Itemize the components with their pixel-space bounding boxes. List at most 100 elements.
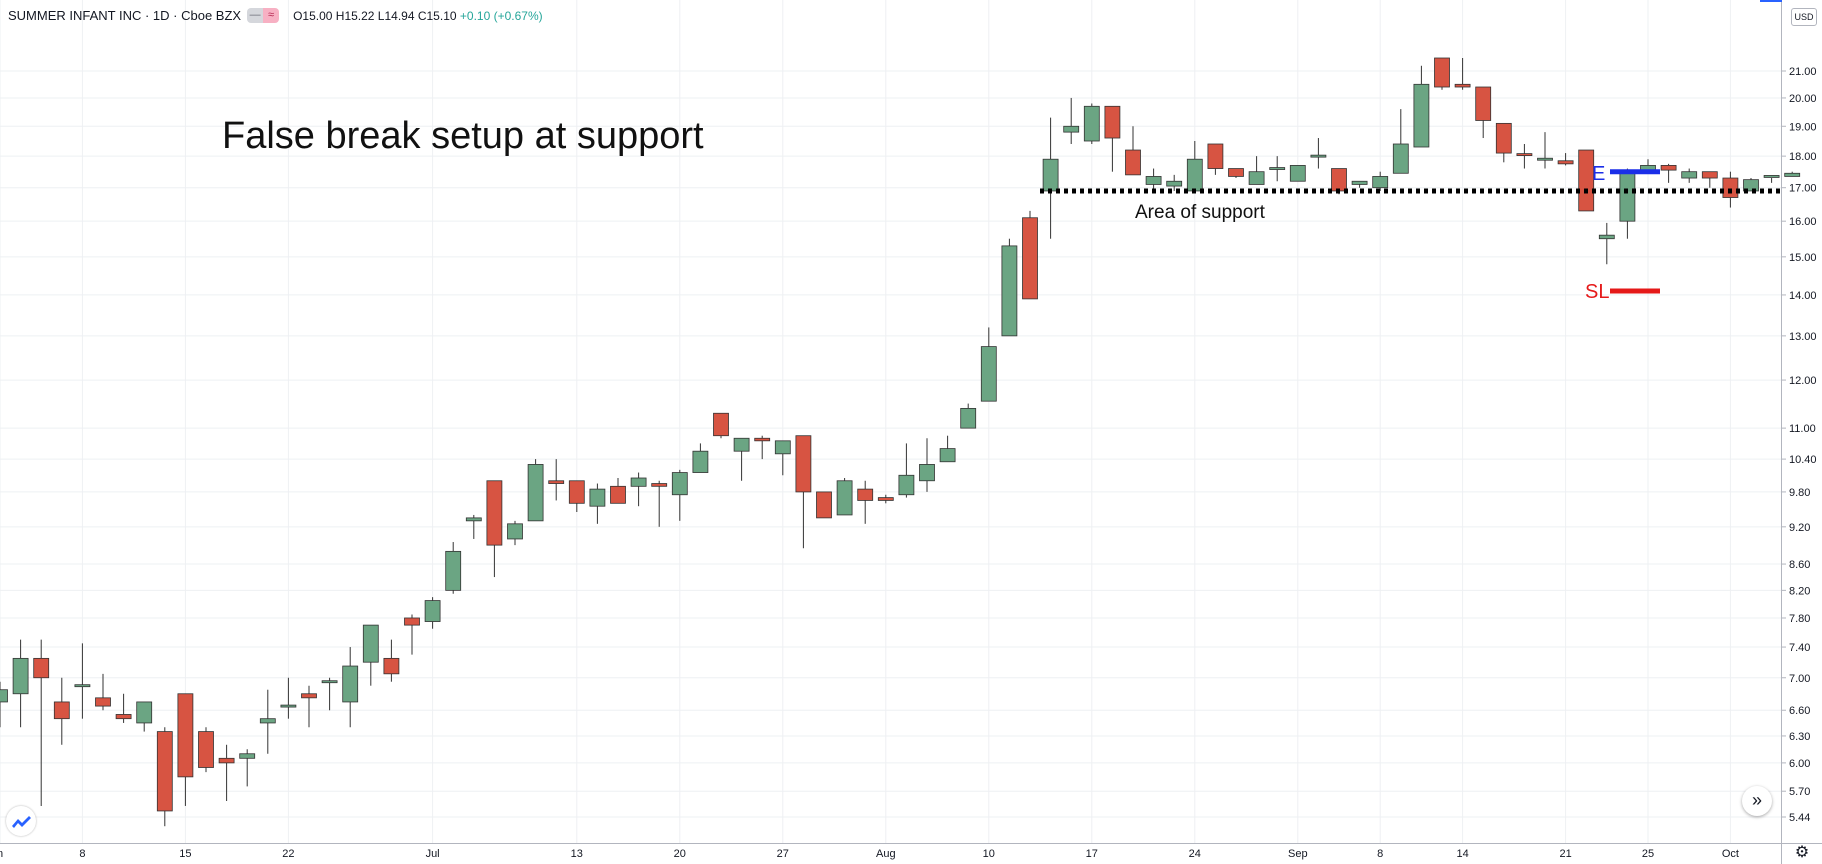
candle-body bbox=[877, 497, 894, 501]
candle-body bbox=[198, 731, 214, 768]
y-tick-label: 19.00 bbox=[1789, 121, 1817, 133]
candle-body bbox=[95, 697, 111, 707]
candle-body bbox=[1289, 165, 1306, 182]
candle-body bbox=[630, 477, 647, 487]
candle-body bbox=[754, 437, 771, 442]
candle bbox=[1166, 174, 1183, 191]
candle-body bbox=[816, 491, 832, 519]
x-tick-label: 8 bbox=[79, 848, 85, 860]
candle-body bbox=[651, 483, 668, 487]
wave-icon[interactable]: ≈ bbox=[263, 8, 280, 23]
candle bbox=[1598, 222, 1615, 265]
eye-icon[interactable]: — bbox=[247, 8, 264, 23]
x-tick-label: 17 bbox=[1086, 848, 1098, 860]
candle-body bbox=[671, 472, 688, 496]
candle-body bbox=[857, 488, 874, 501]
symbol-label[interactable]: SUMMER INFANT INC · 1D · Cboe BZX bbox=[8, 8, 242, 23]
x-tick-label: 10 bbox=[983, 848, 995, 860]
candle-body bbox=[939, 448, 956, 463]
candle bbox=[733, 437, 750, 481]
candle-body bbox=[589, 488, 606, 507]
candle bbox=[115, 693, 132, 723]
candle bbox=[1722, 171, 1739, 208]
candle-body bbox=[115, 714, 132, 720]
candle bbox=[301, 685, 317, 728]
candle-body bbox=[218, 757, 235, 764]
candle-body bbox=[1372, 176, 1389, 189]
change-text: +0.10 (+0.67%) bbox=[459, 8, 543, 23]
gear-icon[interactable]: ⚙ bbox=[1794, 844, 1810, 861]
candle bbox=[589, 483, 606, 524]
candle bbox=[280, 677, 297, 719]
candle-body bbox=[74, 684, 91, 688]
candle bbox=[1743, 178, 1759, 192]
candle-body bbox=[1145, 176, 1162, 185]
candle-body bbox=[507, 523, 523, 540]
x-tick-label: 24 bbox=[1189, 848, 1201, 860]
y-tick-label: 6.30 bbox=[1789, 731, 1810, 743]
x-tick-label: 27 bbox=[777, 848, 789, 860]
candle bbox=[1083, 103, 1100, 144]
candle bbox=[74, 643, 91, 719]
x-tick-label: 13 bbox=[571, 848, 583, 860]
y-tick-label: 15.00 bbox=[1789, 252, 1817, 264]
candle bbox=[1475, 86, 1492, 139]
candle-body bbox=[836, 480, 853, 516]
y-tick-label: 7.40 bbox=[1789, 642, 1810, 654]
candle-body bbox=[1516, 153, 1533, 157]
y-tick-label: 6.00 bbox=[1789, 758, 1810, 770]
candle-body bbox=[1228, 168, 1244, 177]
candle-body bbox=[1434, 57, 1450, 88]
candle-body bbox=[1248, 171, 1265, 185]
scroll-to-realtime-button[interactable]: » bbox=[1742, 786, 1772, 816]
candles bbox=[0, 57, 1801, 827]
candle-body bbox=[342, 665, 359, 703]
candle bbox=[239, 749, 256, 787]
candle bbox=[1392, 109, 1409, 174]
candle bbox=[1001, 238, 1018, 337]
candle-body bbox=[527, 464, 544, 522]
candle bbox=[713, 412, 729, 439]
candle-body bbox=[919, 464, 935, 482]
candle-body bbox=[280, 704, 297, 708]
candle-body bbox=[1125, 149, 1141, 176]
candle-body bbox=[1186, 158, 1203, 192]
candle-body bbox=[1331, 168, 1347, 192]
candle bbox=[136, 701, 153, 732]
candle bbox=[1269, 156, 1286, 182]
tradingview-logo[interactable] bbox=[6, 806, 36, 836]
candle bbox=[465, 514, 482, 539]
visibility-toggle[interactable]: — ≈ bbox=[247, 8, 280, 23]
candle-body bbox=[424, 600, 441, 622]
candle bbox=[53, 677, 70, 745]
ohlc-text: O15.00 H15.22 L14.94 C15.10 bbox=[293, 8, 457, 23]
candle bbox=[754, 435, 771, 460]
candle bbox=[198, 727, 214, 773]
candle-body bbox=[445, 550, 462, 591]
y-tick-label: 14.00 bbox=[1789, 290, 1817, 302]
candle bbox=[1434, 57, 1450, 90]
candle-body bbox=[1784, 172, 1801, 177]
candle bbox=[1063, 97, 1080, 144]
x-tick-label: 8 bbox=[1377, 848, 1383, 860]
candle-body bbox=[1557, 160, 1574, 165]
candle-body bbox=[465, 517, 482, 522]
y-tick-label: 10.40 bbox=[1789, 454, 1817, 466]
y-tick-label: 5.70 bbox=[1789, 786, 1810, 798]
candle bbox=[1372, 171, 1389, 191]
chart-header: SUMMER INFANT INC · 1D · Cboe BZX — ≈ O1… bbox=[8, 8, 543, 23]
candle-body bbox=[1413, 83, 1430, 148]
entry-label: E bbox=[1592, 163, 1606, 185]
x-tick-label: Sep bbox=[1288, 848, 1308, 860]
candle-body bbox=[548, 480, 565, 484]
candle-body bbox=[53, 701, 70, 720]
candle bbox=[857, 480, 874, 524]
currency-badge[interactable]: USD bbox=[1791, 8, 1817, 26]
candle bbox=[1413, 65, 1430, 148]
candle bbox=[1248, 156, 1265, 185]
logo-icon bbox=[12, 816, 31, 828]
candle bbox=[1104, 105, 1121, 172]
candle bbox=[259, 689, 276, 754]
candle bbox=[898, 443, 915, 498]
